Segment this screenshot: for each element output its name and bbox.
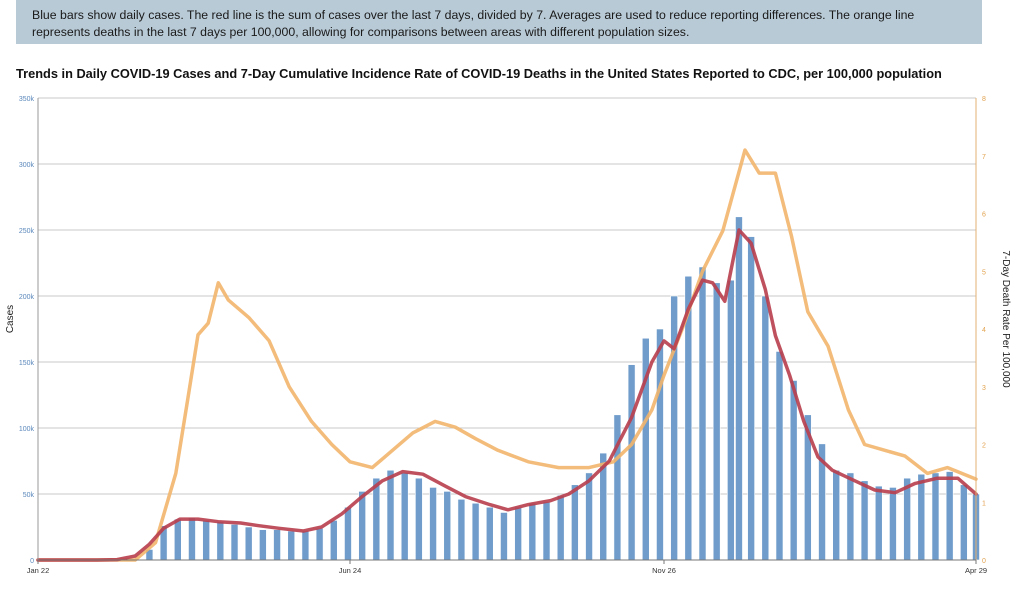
bar: [329, 520, 338, 561]
bar: [344, 506, 352, 561]
y2-tick-label: 7: [982, 154, 986, 161]
y-tick-label: 300k: [19, 162, 35, 169]
y-axis-title: Cases: [5, 305, 16, 333]
y-tick-label: 0: [30, 558, 34, 565]
x-tick-label: Apr 29: [965, 566, 987, 575]
y-tick-label: 200k: [19, 294, 35, 301]
y-tick-label: 350k: [19, 96, 35, 103]
bar: [542, 501, 551, 561]
x-tick-label: Nov 26: [652, 566, 676, 575]
bar: [656, 328, 664, 561]
bar: [230, 524, 239, 561]
bar: [945, 471, 954, 561]
bar: [188, 517, 196, 561]
y2-tick-label: 3: [982, 385, 986, 392]
bar: [372, 477, 381, 561]
y2-tick-label: 4: [982, 327, 986, 334]
bar: [698, 266, 707, 561]
bar: [917, 473, 926, 561]
bar: [400, 472, 409, 561]
bar: [471, 502, 480, 561]
y-tick-label: 50k: [23, 492, 35, 499]
bar: [443, 491, 452, 561]
bar: [301, 530, 310, 561]
bar: [273, 529, 281, 561]
bar: [735, 216, 743, 561]
bar-series: [113, 216, 980, 561]
bar: [556, 495, 565, 561]
y2-tick-label: 8: [982, 96, 986, 103]
bar: [627, 364, 636, 561]
bar: [903, 477, 911, 561]
y-tick-label: 150k: [19, 360, 35, 367]
bar: [585, 472, 593, 561]
bar: [670, 295, 678, 561]
bar: [202, 520, 210, 561]
bar: [358, 491, 366, 561]
x-tick-label: Jan 22: [27, 566, 50, 575]
info-text: Blue bars show daily cases. The red line…: [32, 8, 915, 39]
bar: [889, 487, 897, 561]
bar: [457, 498, 466, 561]
bar: [315, 528, 324, 561]
bar: [761, 295, 770, 561]
info-banner: Blue bars show daily cases. The red line…: [16, 0, 982, 44]
bar: [287, 530, 296, 561]
bar: [846, 472, 855, 561]
bar: [712, 282, 721, 561]
bar: [244, 526, 253, 561]
bar: [173, 518, 182, 561]
y-tick-label: 250k: [19, 228, 35, 235]
y2-tick-label: 2: [982, 443, 986, 450]
y2-tick-label: 6: [982, 212, 986, 219]
bar: [960, 484, 968, 561]
bar: [528, 502, 537, 561]
bar: [874, 485, 883, 561]
y2-tick-label: 5: [982, 269, 986, 276]
axes: 0 50k 100k 150k 200k 250k 300k 350k 0 1 2 3 4 5 6 7 8 Jan…: [5, 96, 1011, 575]
line-series: [36, 148, 978, 562]
bar: [931, 472, 940, 561]
bar: [259, 529, 267, 561]
y2-tick-label: 1: [982, 500, 986, 507]
bar: [775, 351, 784, 561]
bar: [500, 512, 508, 561]
y2-axis-title: 7-Day Death Rate Per 100,000: [1000, 250, 1011, 388]
bar: [860, 480, 869, 561]
bar: [747, 236, 755, 561]
x-tick-label: Jun 24: [339, 566, 362, 575]
bar: [216, 521, 225, 561]
seven-day-average-line: [36, 228, 978, 562]
bar: [832, 469, 841, 561]
bar: [727, 279, 735, 561]
bar: [386, 469, 395, 561]
y2-tick-label: 0: [982, 558, 986, 565]
y-tick-label: 100k: [19, 426, 35, 433]
bar: [415, 477, 423, 561]
chart-title: Trends in Daily COVID-19 Cases and 7-Day…: [16, 66, 942, 81]
bar: [514, 506, 522, 561]
bar: [429, 487, 437, 561]
bar: [485, 506, 494, 561]
death-rate-line: [36, 148, 978, 562]
bar: [789, 380, 798, 561]
bar: [571, 484, 579, 561]
